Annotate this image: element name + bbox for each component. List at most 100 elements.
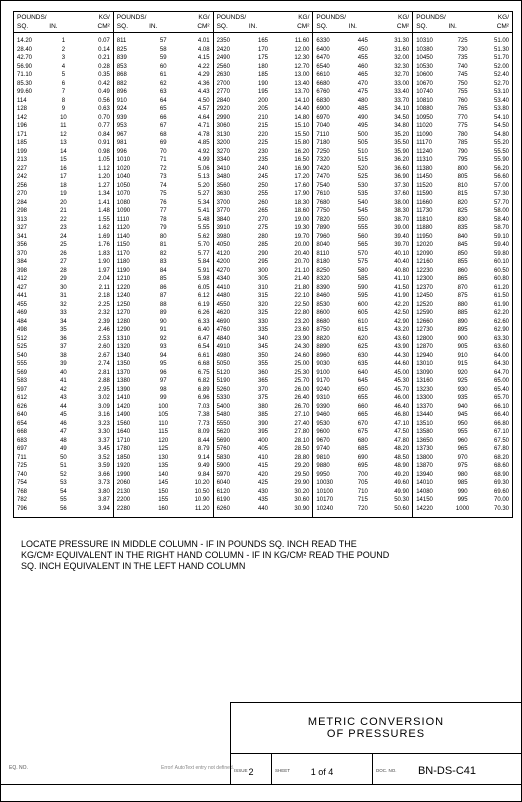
table-cell: 99.60: [14, 88, 48, 97]
table-cell: 32.00: [378, 54, 412, 63]
table-cell: 5900: [214, 462, 248, 471]
header-cell: CM²: [378, 21, 412, 30]
table-row: 1138080056.20: [413, 165, 512, 174]
table-row: 839059041.50: [313, 284, 412, 293]
table-cell: 2.81: [79, 369, 113, 378]
table-cell: 33.00: [378, 80, 412, 89]
table-row: 839594.15: [114, 54, 213, 63]
table-cell: 19: [48, 190, 79, 199]
table-cell: 835: [447, 224, 478, 233]
table-cell: 950: [447, 420, 478, 429]
table-cell: 12.30: [278, 54, 312, 63]
table-cell: 830: [447, 216, 478, 225]
table-cell: 335: [248, 326, 279, 335]
table-cell: 7: [48, 88, 79, 97]
table-cell: 21.80: [278, 284, 312, 293]
table-cell: 3.37: [79, 437, 113, 446]
table-cell: 290: [248, 250, 279, 259]
table-cell: 68: [148, 131, 179, 140]
header-cell: POUNDS/: [313, 12, 347, 21]
table-cell: 28.80: [278, 454, 312, 463]
table-cell: 3.66: [79, 471, 113, 480]
table-cell: 1080: [114, 199, 148, 208]
table-cell: 4: [48, 63, 79, 72]
table-cell: 2770: [214, 88, 248, 97]
table-cell: 4840: [214, 335, 248, 344]
table-cell: 895: [447, 326, 478, 335]
table-cell: 680: [347, 437, 378, 446]
table-cell: 3: [48, 54, 79, 63]
table-row: 1216085560.10: [413, 258, 512, 267]
table-cell: 1: [48, 37, 79, 46]
table-cell: 114: [14, 97, 48, 106]
table-cell: 11450: [413, 173, 447, 182]
table-cell: 1.34: [79, 190, 113, 199]
table-cell: 615: [347, 326, 378, 335]
table-row: 612433.02: [14, 394, 113, 403]
table-cell: 2.39: [79, 318, 113, 327]
table-row: 1050745.20: [114, 182, 213, 191]
table-cell: 16.20: [278, 148, 312, 157]
table-cell: 0.77: [79, 122, 113, 131]
table-cell: 38.00: [378, 199, 412, 208]
table-cell: 61.90: [478, 301, 512, 310]
table-row: 569402.81: [14, 369, 113, 378]
table-cell: 8750: [313, 326, 347, 335]
table-cell: 995: [447, 496, 478, 505]
table-cell: 7750: [313, 207, 347, 216]
table-row: 683048033.70: [313, 97, 412, 106]
table-cell: 2630: [214, 71, 248, 80]
table-row: 654463.23: [14, 420, 113, 429]
table-cell: 55.50: [478, 148, 512, 157]
table-cell: 25.70: [278, 377, 312, 386]
table-cell: 8530: [313, 301, 347, 310]
table-row: 1110785.48: [114, 216, 213, 225]
table-cell: 4200: [214, 258, 248, 267]
table-cell: 150: [148, 488, 179, 497]
table-cell: 745: [447, 71, 478, 80]
table-row: 1040735.13: [114, 173, 213, 182]
table-cell: 7.38: [179, 411, 213, 420]
table-cell: 425: [248, 479, 279, 488]
table-cell: 965: [447, 445, 478, 454]
table-cell: 46.40: [378, 403, 412, 412]
table-cell: 64.30: [478, 360, 512, 369]
table-cell: 1150: [114, 241, 148, 250]
table-cell: 36.90: [378, 173, 412, 182]
table-cell: 2.74: [79, 360, 113, 369]
table-cell: 14: [48, 148, 79, 157]
table-row: 1237087061.20: [413, 284, 512, 293]
table-cell: 5690: [214, 437, 248, 446]
table-cell: 1310: [114, 335, 148, 344]
table-cell: 3.73: [79, 479, 113, 488]
table-cell: 54: [48, 488, 79, 497]
doc-value: BN-DS-C41: [418, 765, 476, 777]
table-cell: 44.60: [378, 360, 412, 369]
table-row: 42.7030.21: [14, 54, 113, 63]
table-cell: 981: [114, 139, 148, 148]
table-cell: 939: [114, 114, 148, 123]
table-cell: 5830: [214, 454, 248, 463]
table-row: 1024072050.60: [313, 505, 412, 514]
header-cell: POUNDS/: [14, 12, 48, 21]
table-cell: 6.40: [179, 326, 213, 335]
table-cell: 8.79: [179, 445, 213, 454]
table-cell: 1290: [114, 326, 148, 335]
table-cell: 10.90: [179, 496, 213, 505]
table-cell: 195: [248, 88, 279, 97]
table-cell: 8180: [313, 258, 347, 267]
table-cell: 7040: [313, 122, 347, 131]
table-cell: 51: [48, 462, 79, 471]
table-row: 562039527.80: [214, 428, 313, 437]
table-cell: 91: [148, 326, 179, 335]
table-cell: 90: [148, 318, 179, 327]
table-cell: 34.50: [378, 114, 412, 123]
table-cell: 705: [347, 479, 378, 488]
table-row: 754053037.30: [313, 182, 412, 191]
table-cell: 930: [447, 386, 478, 395]
column-group: 235016511.60242017012.00249017512.302560…: [214, 33, 314, 517]
table-row: 967684.78: [114, 131, 213, 140]
table-cell: 13370: [413, 403, 447, 412]
table-cell: 15: [48, 156, 79, 165]
table-row: 768054038.00: [313, 199, 412, 208]
